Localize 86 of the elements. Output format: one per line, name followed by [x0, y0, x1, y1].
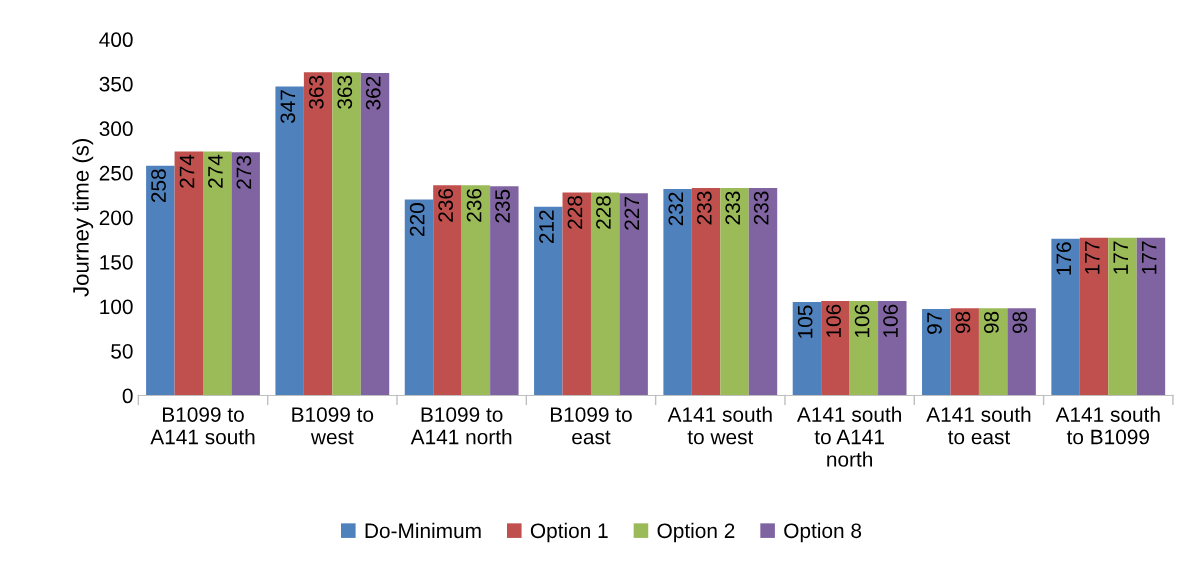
bar [978, 308, 1008, 396]
data-label: 220 [409, 203, 425, 236]
bar [534, 206, 563, 396]
bar [792, 301, 822, 396]
x-tick-label: B1099 to west [292, 407, 374, 445]
x-tick-label: A141 south to east [926, 406, 1031, 445]
bar [1136, 237, 1166, 396]
data-label: 362 [365, 76, 381, 110]
data-label: 273 [236, 155, 252, 189]
bar [590, 192, 620, 396]
y-tick-label: 150 [100, 254, 133, 270]
bar [849, 301, 879, 396]
bar [748, 188, 778, 396]
bar [231, 152, 260, 396]
bar [404, 199, 434, 396]
data-label: 106 [883, 304, 898, 337]
bar [619, 193, 648, 396]
x-tick-label: B1099 to A141 north [410, 407, 512, 445]
bar [562, 192, 591, 396]
legend-label: Option 8 [784, 522, 862, 543]
data-label: 236 [438, 188, 454, 222]
y-tick-label: 400 [99, 32, 133, 48]
y-tick-label: 300 [99, 121, 133, 137]
x-tick-label: B1099 to A141 south [150, 407, 255, 445]
bar [174, 151, 204, 396]
data-label: 98 [955, 311, 971, 334]
bar [922, 309, 951, 396]
y-tick-label: 200 [99, 210, 133, 226]
data-label: 274 [179, 154, 195, 188]
data-label: 177 [1141, 241, 1157, 274]
y-tick-label: 0 [122, 388, 133, 404]
y-tick-label: 100 [100, 299, 133, 315]
bar [303, 72, 333, 396]
bar [332, 72, 361, 396]
y-tick-label: 350 [99, 76, 133, 92]
x-tick-label: A141 south to west [667, 406, 772, 445]
data-label: 176 [1056, 242, 1072, 275]
data-label: 106 [854, 304, 870, 337]
data-label: 347 [280, 90, 296, 124]
data-label: 97 [927, 312, 942, 334]
data-label: 235 [495, 189, 510, 223]
data-label: 233 [696, 191, 712, 225]
bar [360, 73, 390, 396]
bar [821, 301, 850, 396]
bar [490, 186, 519, 396]
data-label: 228 [567, 196, 583, 229]
y-axis-title: Journey time (s) [72, 139, 94, 297]
data-label: 233 [725, 191, 741, 225]
data-label: 228 [596, 196, 611, 229]
legend-label: Option 2 [657, 522, 735, 543]
legend-label: Option 1 [530, 522, 608, 543]
data-label: 212 [539, 210, 554, 244]
bar [878, 301, 907, 396]
bar [950, 308, 979, 396]
data-label: 274 [208, 154, 223, 188]
bar [461, 185, 491, 396]
data-label: 177 [1085, 241, 1100, 274]
data-label: 227 [624, 197, 640, 230]
bar [1108, 237, 1137, 396]
bar [203, 151, 232, 396]
data-label: 233 [753, 191, 769, 225]
bar [691, 188, 721, 396]
data-label: 177 [1113, 241, 1128, 274]
bar [275, 86, 304, 396]
legend-label: Do-Minimum [365, 522, 481, 539]
data-label: 232 [668, 192, 684, 226]
y-tick-label: 50 [111, 343, 133, 359]
bar [1007, 308, 1036, 396]
y-tick-label: 250 [99, 165, 133, 181]
x-tick-label: A141 south to A141 north [796, 406, 901, 467]
data-label: 98 [984, 311, 999, 334]
data-label: 98 [1012, 311, 1028, 334]
bar [146, 165, 175, 396]
bar [1051, 238, 1080, 396]
bar [663, 188, 692, 396]
data-label: 363 [337, 75, 353, 109]
bar [720, 188, 749, 396]
data-label: 236 [466, 188, 482, 222]
data-label: 106 [826, 304, 841, 337]
data-label: 363 [308, 75, 324, 109]
bar [433, 185, 462, 396]
data-label: 105 [797, 305, 813, 338]
x-tick-label: A141 south to B1099 [1055, 406, 1160, 445]
bar [1079, 237, 1109, 396]
x-tick-label: B1099 to east [550, 407, 632, 445]
data-label: 258 [151, 169, 166, 203]
